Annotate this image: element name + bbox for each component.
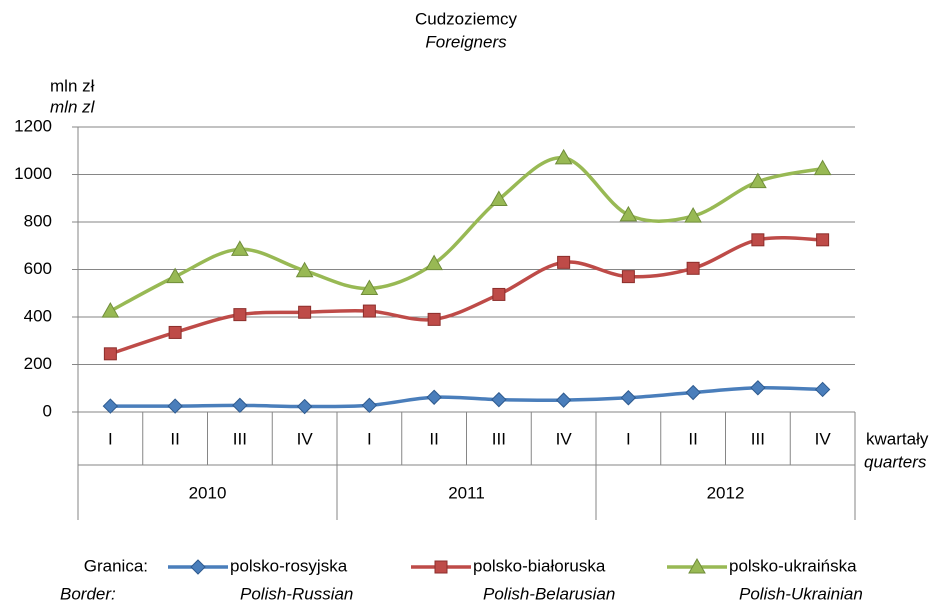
x-tick-label: II	[170, 429, 179, 448]
legend-label: polsko-białoruska	[473, 556, 606, 575]
y-tick-label: 400	[24, 306, 52, 325]
marker	[555, 392, 572, 408]
x-tick-label: III	[751, 429, 765, 448]
x-group-label: 2010	[189, 483, 227, 502]
marker	[298, 305, 312, 319]
marker	[554, 148, 573, 165]
x-tick-label: III	[492, 429, 506, 448]
marker	[814, 381, 831, 398]
marker	[813, 159, 832, 176]
marker	[427, 312, 441, 326]
x-tick-label: IV	[297, 429, 314, 448]
marker	[232, 397, 248, 414]
marker	[684, 207, 702, 223]
marker	[360, 279, 379, 295]
marker	[102, 398, 119, 414]
marker	[619, 205, 638, 222]
x-tick-label: IV	[556, 429, 573, 448]
x-tick-label: I	[626, 429, 631, 448]
marker	[816, 233, 830, 247]
marker	[296, 398, 313, 415]
y-tick-label: 1000	[14, 164, 52, 183]
marker	[167, 398, 183, 414]
chart-title: Cudzoziemcy	[415, 9, 518, 28]
legend-marker	[434, 560, 448, 574]
marker	[166, 267, 184, 284]
marker	[751, 233, 765, 247]
marker	[557, 255, 571, 269]
y-tick-label: 800	[24, 211, 52, 230]
marker	[231, 240, 249, 256]
legend-label: polsko-ukraińska	[729, 556, 857, 575]
marker	[492, 287, 506, 301]
legend-title: Granica:	[84, 556, 148, 575]
chart-subtitle: Foreigners	[425, 32, 507, 51]
marker	[103, 347, 117, 361]
marker	[749, 172, 767, 189]
x-tick-label: I	[108, 429, 113, 448]
marker	[491, 391, 507, 408]
y-axis-label: mln zł	[50, 76, 95, 95]
marker	[101, 302, 120, 318]
marker	[233, 308, 247, 322]
x-tick-label: IV	[815, 429, 832, 448]
marker	[490, 190, 508, 206]
legend-marker	[190, 559, 206, 575]
y-tick-label: 0	[43, 401, 52, 420]
x-axis-label: kwartały	[866, 429, 929, 448]
y-tick-label: 600	[24, 259, 52, 278]
y-tick-label: 200	[24, 354, 52, 373]
x-axis-label-en: quarters	[864, 452, 927, 471]
marker	[685, 384, 701, 401]
y-axis-label-en: mln zl	[50, 97, 96, 116]
marker	[361, 397, 378, 414]
marker	[686, 261, 700, 275]
x-tick-label: II	[688, 429, 697, 448]
y-tick-label: 1200	[14, 116, 52, 135]
marker	[168, 325, 182, 339]
x-tick-label: I	[367, 429, 372, 448]
legend-marker	[688, 557, 706, 574]
x-group-label: 2012	[707, 483, 745, 502]
marker	[426, 389, 442, 405]
legend-title-en: Border:	[60, 584, 116, 603]
x-tick-label: III	[233, 429, 247, 448]
marker	[621, 270, 635, 284]
series-line	[110, 385, 823, 409]
series-line	[109, 156, 823, 313]
x-tick-label: II	[429, 429, 438, 448]
legend-label: polsko-rosyjska	[230, 556, 348, 575]
x-group-label: 2011	[448, 483, 485, 502]
legend-label-en: Polish-Ukrainian	[739, 584, 863, 603]
legend-label-en: Polish-Russian	[240, 584, 353, 603]
legend-label-en: Polish-Belarusian	[483, 584, 615, 603]
marker	[362, 304, 376, 318]
marker	[295, 261, 314, 278]
marker	[620, 390, 637, 406]
marker	[425, 254, 443, 271]
marker	[750, 380, 766, 396]
